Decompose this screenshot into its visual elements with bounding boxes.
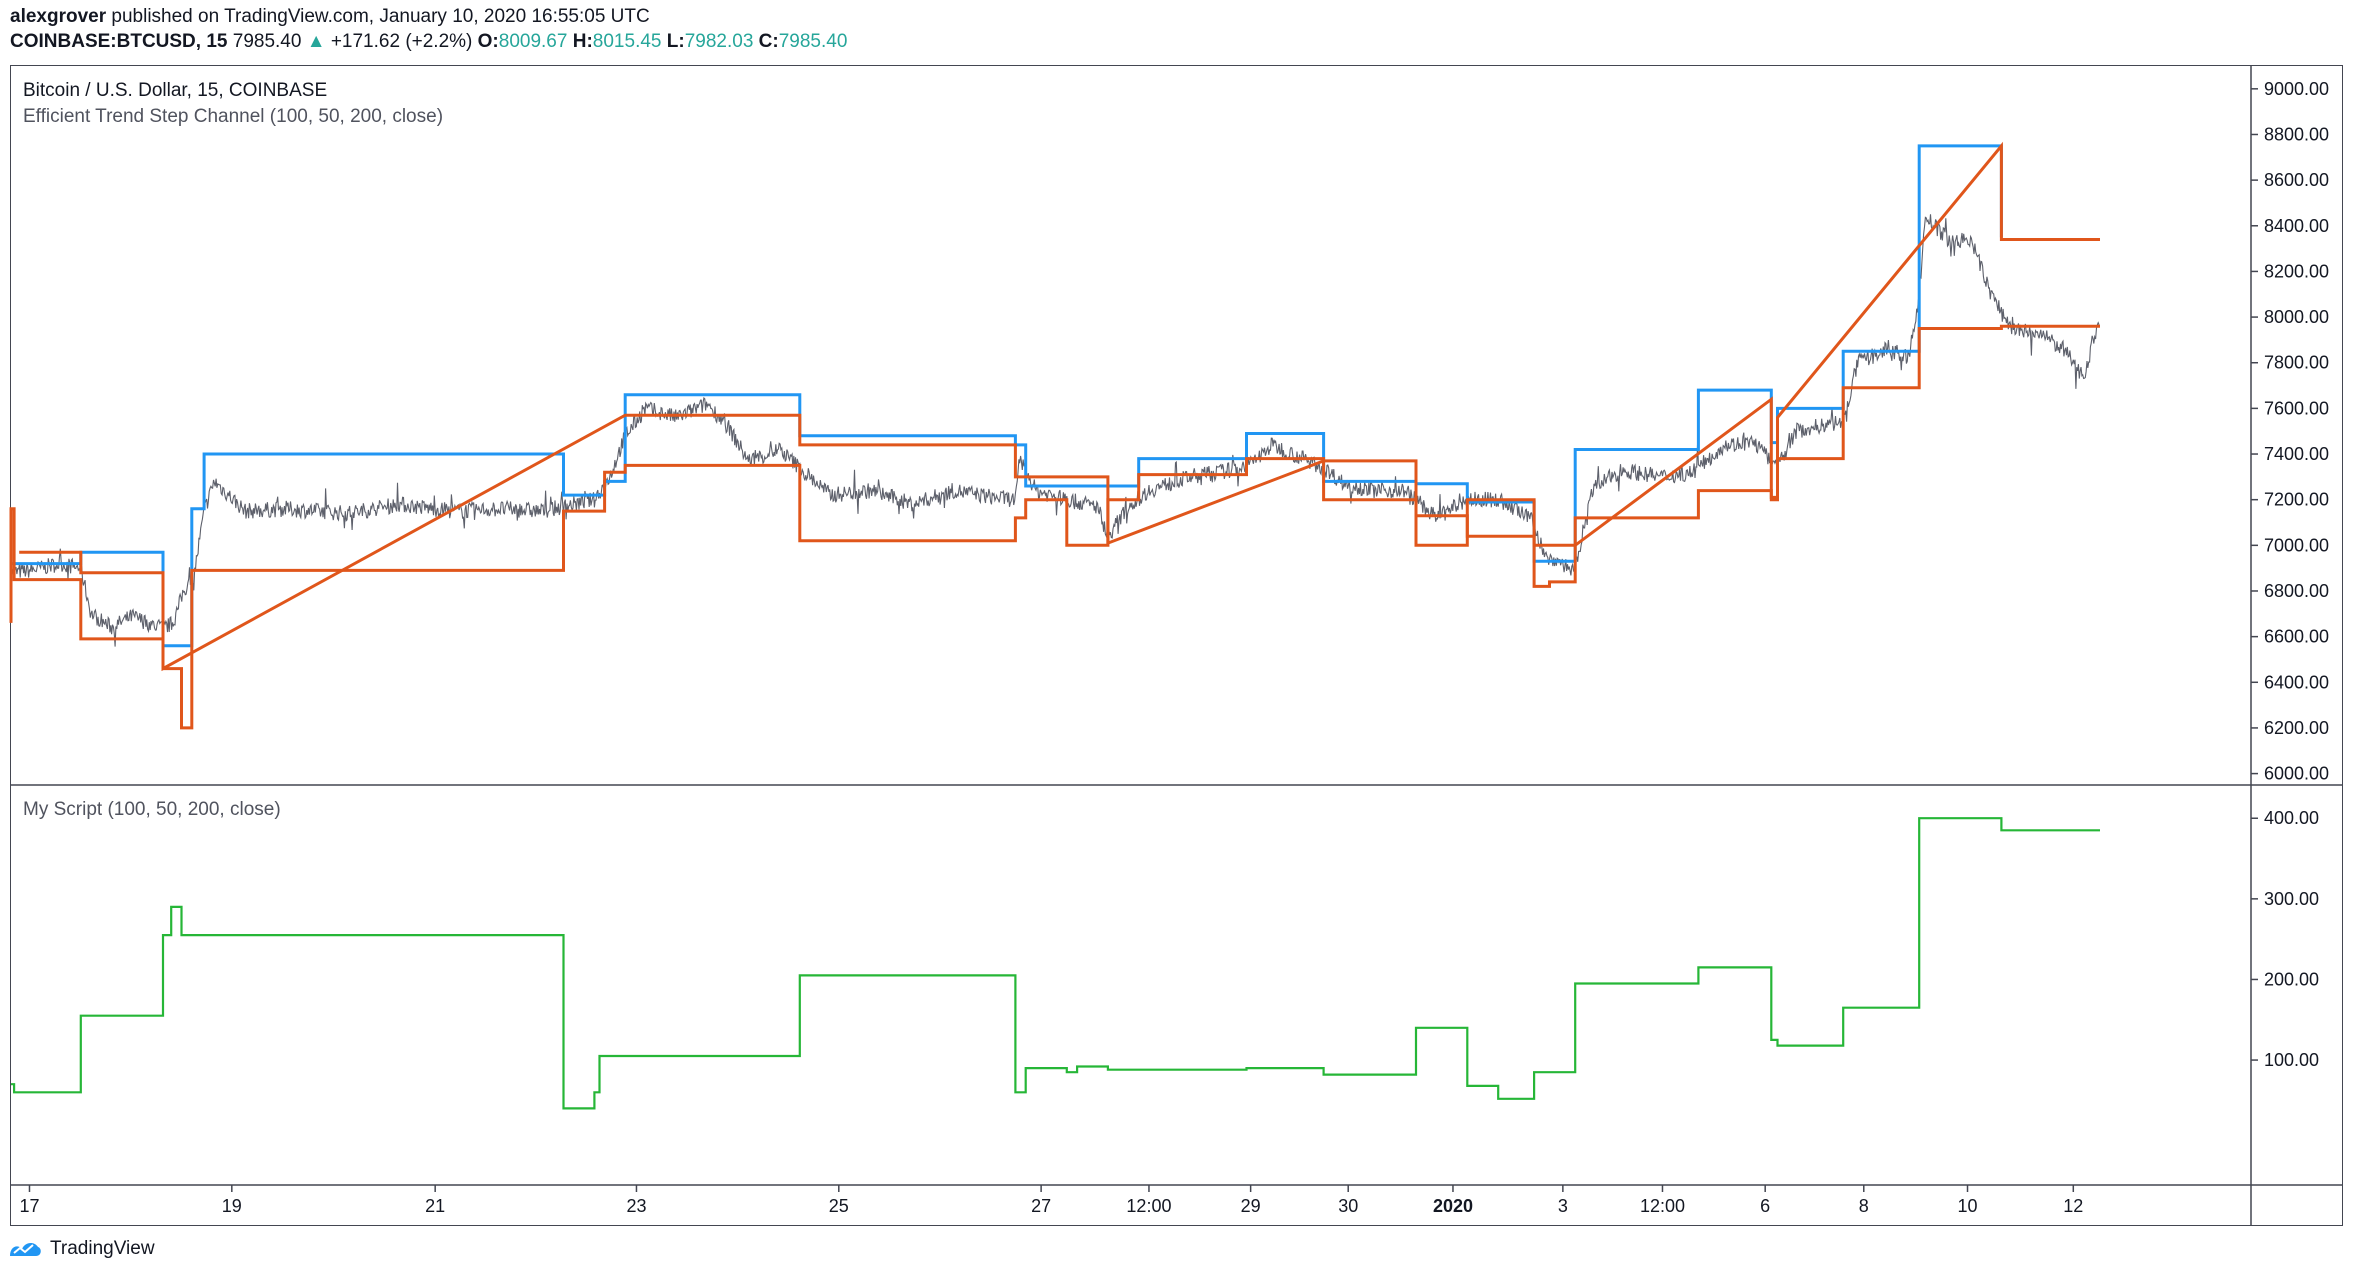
oscillator-line [11,817,2100,1110]
time-tick-label: 10 [1957,1196,1977,1216]
price-tick-label: 7200.00 [2264,490,2329,510]
price-tick-label: 6600.00 [2264,627,2329,647]
close-label: C: [758,31,779,52]
open-label: O: [477,31,499,52]
band-line-outer-channel [19,141,2100,672]
time-tick-label: 17 [19,1196,39,1216]
low-value: 7982.03 [684,31,754,52]
price-tick-label: 6200.00 [2264,718,2329,738]
high-value: 8015.45 [592,31,662,52]
oscillator-title[interactable]: My Script (100, 50, 200, close) [23,799,281,820]
last-price: 7985.40 [232,31,302,52]
price-tick-label: 6400.00 [2264,672,2329,692]
up-arrow-icon: ▲ [306,31,326,52]
high-label: H: [572,31,593,52]
price-tick-label: 7000.00 [2264,535,2329,555]
price-tick-label: 8000.00 [2264,307,2329,327]
oscillator-tick-label: 400.00 [2264,808,2319,828]
price-tick-label: 7600.00 [2264,398,2329,418]
time-tick-label: 12:00 [1640,1196,1685,1216]
open-value: 8009.67 [498,31,568,52]
oscillator-axis[interactable]: 400.00 300.00 200.00 100.00 [2251,808,2319,1070]
time-tick-label: 29 [1241,1196,1261,1216]
price-tick-label: 8200.00 [2264,261,2329,281]
time-tick-label: 19 [222,1196,242,1216]
author[interactable]: alexgrover [10,6,107,27]
band-line-lower-step [9,324,2100,730]
price-tick-label: 8800.00 [2264,124,2329,144]
band-series [9,141,2100,730]
price-tick-label: 6000.00 [2264,764,2329,784]
close-value: 7985.40 [778,31,848,52]
time-tick-label: 21 [425,1196,445,1216]
oscillator-tick-label: 200.00 [2264,969,2319,989]
indicator-title[interactable]: Efficient Trend Step Channel (100, 50, 2… [23,106,443,127]
tradingview-logo-icon [10,1243,41,1256]
oscillator-tick-label: 300.00 [2264,889,2319,909]
symbol[interactable]: COINBASE:BTCUSD, 15 [10,31,228,52]
footer-brand: TradingView [50,1238,155,1259]
publish-line: alexgrover published on TradingView.com,… [10,6,650,28]
main-pane-title[interactable]: Bitcoin / U.S. Dollar, 15, COINBASE [23,80,327,101]
price-tick-label: 8400.00 [2264,216,2329,236]
time-tick-label: 3 [1558,1196,1568,1216]
time-tick-label: 6 [1760,1196,1770,1216]
oscillator-tick-label: 100.00 [2264,1050,2319,1070]
tradingview-footer[interactable]: TradingView [8,1238,155,1260]
time-tick-label: 25 [829,1196,849,1216]
time-tick-label: 8 [1859,1196,1869,1216]
price-tick-label: 7400.00 [2264,444,2329,464]
publish-text: published on TradingView.com, January 10… [111,6,650,27]
time-tick-label: 12 [2063,1196,2083,1216]
price-axis[interactable]: 9000.00 8800.00 8600.00 8400.00 8200.00 8000.… [2251,79,2329,784]
time-tick-label: 12:00 [1126,1196,1171,1216]
low-label: L: [666,31,685,52]
symbol-legend: COINBASE:BTCUSD, 15 7985.40 ▲ +171.62 (+… [10,31,847,53]
time-tick-label: 23 [626,1196,646,1216]
price-tick-label: 7800.00 [2264,353,2329,373]
time-tick-label: 30 [1338,1196,1358,1216]
price-tick-label: 9000.00 [2264,79,2329,99]
time-tick-label: 27 [1031,1196,1051,1216]
time-tick-label: 2020 [1433,1196,1473,1216]
time-axis[interactable]: 17 19 21 23 25 27 12:00 29 30 2020 3 12:00 6 8 10 12 [19,1185,2083,1216]
oscillator-series [11,817,2100,1110]
price-tick-label: 8600.00 [2264,170,2329,190]
chart-frame [10,65,2343,1226]
price-tick-label: 6800.00 [2264,581,2329,601]
price-change: +171.62 (+2.2%) [330,31,473,52]
